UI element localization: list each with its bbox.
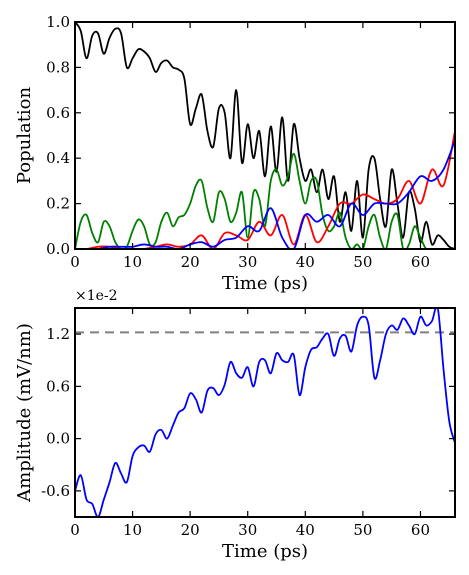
pop-y-tick-label: 0.8: [46, 58, 70, 76]
pop-y-tick-label: 0.4: [46, 149, 70, 167]
amp-x-tick-label: 60: [411, 521, 430, 539]
pop-x-tick-label: 0: [70, 253, 80, 271]
amp-y-offset-label: ×1e-2: [75, 288, 118, 304]
pop-x-axis-title: Time (ps): [222, 273, 308, 294]
amp-y-tick-label: 0.0: [46, 430, 70, 448]
amp-y-tick-label: -0.6: [41, 482, 70, 500]
amp-x-tick-label: 0: [70, 521, 80, 539]
pop-x-tick-label: 30: [238, 253, 257, 271]
amp-y-tick-label: 0.6: [46, 377, 70, 395]
pop-y-tick-label: 0.0: [46, 240, 70, 258]
pop-plot-area: [75, 22, 455, 249]
amp-y-axis-title: Amplitude (mV/nm): [14, 323, 35, 503]
amp-x-axis-title: Time (ps): [222, 541, 308, 562]
amp-x-tick-label: 30: [238, 521, 257, 539]
pop-x-tick-label: 20: [181, 253, 200, 271]
amp-series-0-line: [75, 308, 455, 517]
amp-x-tick-label: 40: [296, 521, 315, 539]
pop-x-tick-label: 10: [123, 253, 142, 271]
pop-series-1-line: [75, 152, 455, 249]
pop-y-tick-label: 1.0: [46, 13, 70, 31]
amp-axes-frame: [74, 307, 456, 518]
amp-x-tick-label: 10: [123, 521, 142, 539]
amp-x-tick-label: 50: [353, 521, 372, 539]
pop-y-tick-label: 0.6: [46, 104, 70, 122]
amp-plot-area: [75, 308, 455, 517]
population-chart: 0 10 20 30 40 50 60 0.0 0.2 0.4 0.6 0.8 1.0 Time (ps)…: [14, 13, 456, 294]
amplitude-chart: 0 10 20 30 40 50 60 -0.6 0.0 0.6 1.2 Time (ps) Ampli…: [14, 288, 456, 562]
amp-y-tick-label: 1.2: [46, 325, 70, 343]
amp-x-tick-label: 20: [181, 521, 200, 539]
pop-x-tick-label: 50: [353, 253, 372, 271]
pop-y-tick-label: 0.2: [46, 195, 70, 213]
pop-x-tick-label: 60: [411, 253, 430, 271]
pop-axes-frame: [74, 21, 456, 250]
pop-series-3-line: [75, 139, 455, 249]
pop-series-2-line: [75, 130, 455, 249]
pop-series-0-line: [75, 22, 455, 249]
pop-y-axis-title: Population: [14, 86, 35, 184]
pop-x-tick-label: 40: [296, 253, 315, 271]
